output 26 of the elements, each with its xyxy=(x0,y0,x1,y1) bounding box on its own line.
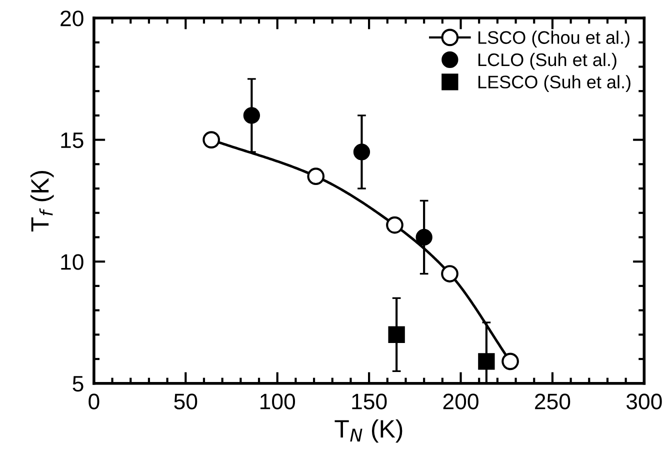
point xyxy=(502,352,519,370)
y-tick-label: 10 xyxy=(61,254,84,270)
y-axis-title: T$_{f}$ (K) xyxy=(30,170,54,232)
x-tick-label: 200 xyxy=(443,394,478,410)
x-tick-label: 100 xyxy=(260,394,296,410)
point xyxy=(202,131,220,148)
point xyxy=(386,216,404,234)
y-tick-label: 5 xyxy=(72,376,84,392)
legend-label: LCLO (Suh et al.) xyxy=(478,52,616,70)
y-tick-label: 20 xyxy=(60,10,84,26)
point xyxy=(478,353,495,370)
point xyxy=(441,265,458,282)
y-tick-label: 15 xyxy=(61,132,84,148)
point xyxy=(388,326,405,343)
point xyxy=(416,228,432,246)
x-tick-label: 300 xyxy=(626,394,662,410)
point xyxy=(243,107,260,124)
x-tick-label: 0 xyxy=(88,394,100,410)
x-tick-label: 150 xyxy=(352,394,387,410)
x-tick-label: 250 xyxy=(535,394,570,410)
point xyxy=(307,168,325,186)
x-tick-label: 50 xyxy=(174,394,198,410)
point xyxy=(353,144,370,160)
legend-label: LSCO (Chou et al.) xyxy=(478,30,630,48)
x-axis-title: T$_{N}$ (K) xyxy=(334,419,402,443)
legend-label: LESCO (Suh et al.) xyxy=(478,75,630,92)
